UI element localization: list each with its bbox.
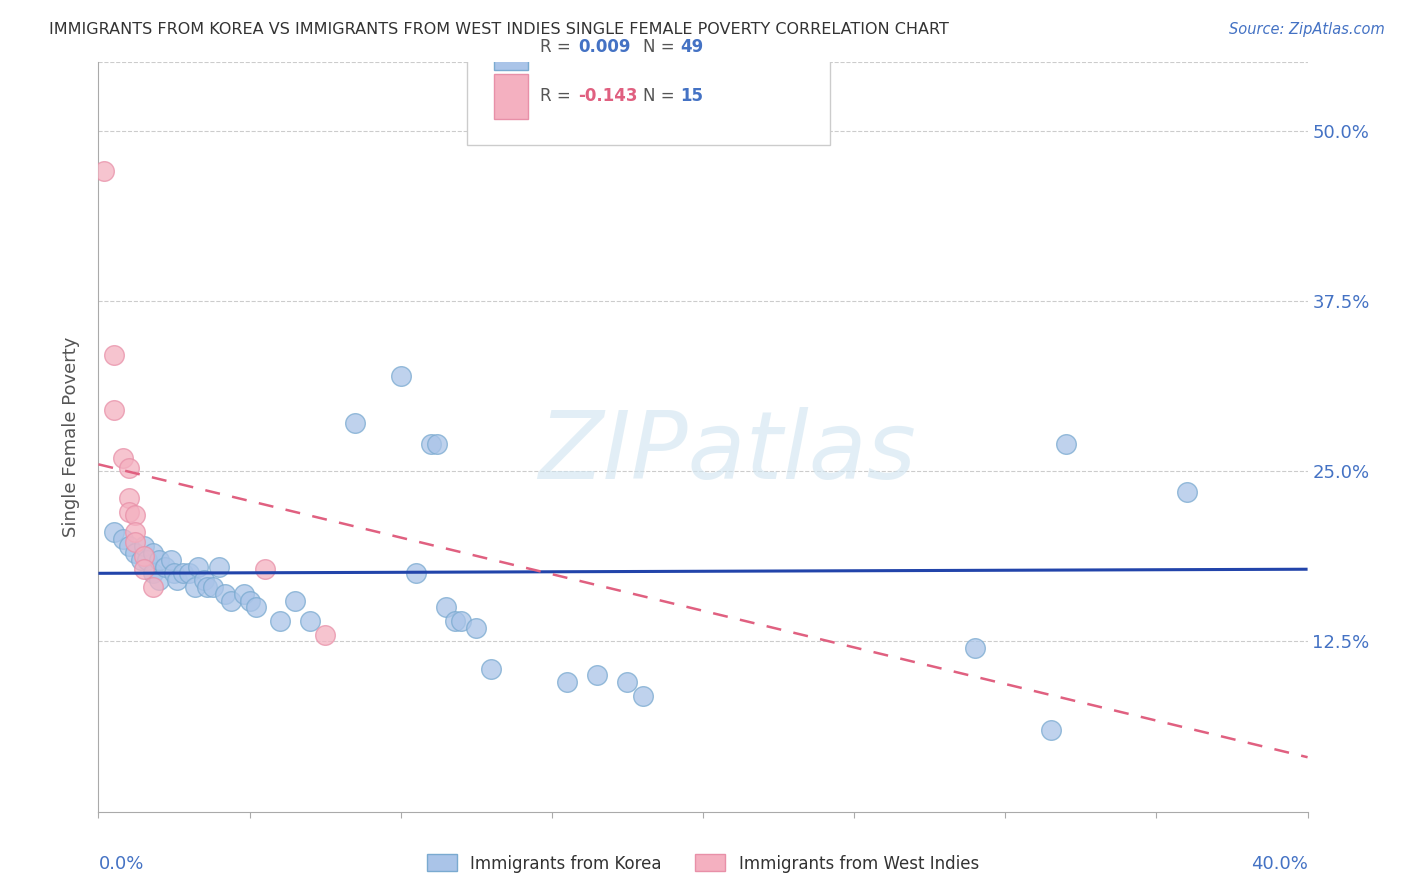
Point [444, 614, 467, 628]
Text: -0.143: -0.143 [578, 87, 638, 105]
Point [184, 580, 207, 594]
Point [132, 549, 155, 563]
Point [148, 552, 170, 566]
Point [253, 562, 276, 576]
Text: 15: 15 [681, 87, 703, 105]
Point [142, 580, 165, 594]
Text: Source: ZipAtlas.com: Source: ZipAtlas.com [1229, 22, 1385, 37]
Text: N =: N = [643, 38, 679, 56]
Point [179, 566, 201, 581]
Point [148, 573, 170, 587]
Legend: Immigrants from Korea, Immigrants from West Indies: Immigrants from Korea, Immigrants from W… [420, 847, 986, 880]
Point [465, 621, 488, 635]
Point [111, 533, 134, 547]
Point [616, 675, 638, 690]
Y-axis label: Single Female Poverty: Single Female Poverty [62, 337, 80, 537]
Point [118, 491, 141, 506]
Point [153, 559, 176, 574]
Point [193, 573, 215, 587]
Point [284, 593, 307, 607]
Point [420, 437, 443, 451]
Point [142, 546, 165, 560]
Point [111, 450, 134, 465]
Point [135, 552, 157, 566]
Point [124, 546, 146, 560]
Point [1054, 437, 1077, 451]
FancyBboxPatch shape [494, 74, 527, 119]
Point [1175, 484, 1198, 499]
Point [555, 675, 578, 690]
FancyBboxPatch shape [494, 25, 527, 70]
Point [1039, 723, 1062, 737]
Point [389, 368, 412, 383]
Point [124, 508, 146, 522]
Text: 0.0%: 0.0% [98, 855, 143, 873]
Point [965, 641, 987, 656]
Point [118, 505, 141, 519]
Point [426, 437, 449, 451]
Point [103, 348, 125, 362]
Point [434, 600, 457, 615]
Text: R =: R = [540, 87, 576, 105]
Text: R =: R = [540, 38, 576, 56]
Point [124, 525, 146, 540]
Point [132, 539, 155, 553]
Point [129, 552, 152, 566]
Text: N =: N = [643, 87, 679, 105]
Point [239, 593, 262, 607]
Point [586, 668, 609, 682]
Point [142, 566, 165, 581]
Point [344, 417, 367, 431]
Point [163, 566, 186, 581]
Point [269, 614, 291, 628]
Point [405, 566, 427, 581]
Text: 49: 49 [681, 38, 703, 56]
Point [118, 539, 141, 553]
Point [103, 525, 125, 540]
Text: 0.009: 0.009 [578, 38, 631, 56]
Point [166, 573, 188, 587]
Text: ZIPatlas: ZIPatlas [538, 407, 917, 498]
Point [118, 461, 141, 475]
FancyBboxPatch shape [467, 10, 830, 145]
Point [202, 580, 225, 594]
Point [232, 587, 254, 601]
Point [208, 559, 231, 574]
Point [187, 559, 209, 574]
Point [214, 587, 236, 601]
Point [195, 580, 218, 594]
Point [314, 627, 336, 641]
Text: IMMIGRANTS FROM KOREA VS IMMIGRANTS FROM WEST INDIES SINGLE FEMALE POVERTY CORRE: IMMIGRANTS FROM KOREA VS IMMIGRANTS FROM… [49, 22, 949, 37]
Point [450, 614, 472, 628]
Point [124, 535, 146, 549]
Point [132, 562, 155, 576]
Point [172, 566, 194, 581]
Point [245, 600, 267, 615]
Text: 40.0%: 40.0% [1251, 855, 1308, 873]
Point [299, 614, 322, 628]
Point [481, 662, 503, 676]
Point [631, 689, 654, 703]
Point [93, 164, 115, 178]
Point [160, 552, 183, 566]
Point [221, 593, 243, 607]
Point [103, 402, 125, 417]
